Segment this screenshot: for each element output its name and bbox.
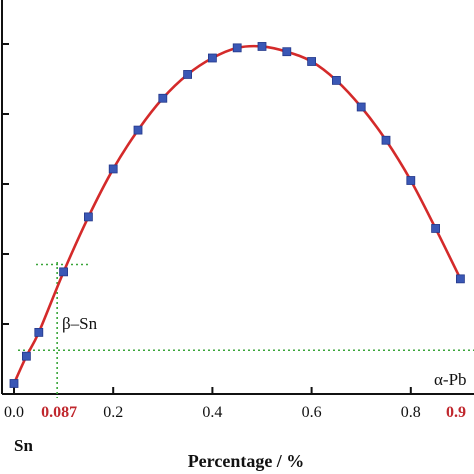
x-tick-label-4: 0.8: [401, 404, 421, 421]
data-point-8: [183, 70, 193, 79]
x-ticks: 0.0 0.2 0.4 0.6 0.8: [4, 387, 421, 421]
y-ticks: [2, 43, 9, 325]
data-point-19: [455, 274, 465, 284]
x-tick-label-0: 0.0: [4, 404, 24, 421]
guide-lines: [18, 262, 474, 398]
data-point-10: [232, 43, 242, 53]
data-point-6: [133, 125, 143, 135]
data-point-14: [331, 76, 341, 85]
x-tick-label-1: 0.2: [103, 404, 123, 421]
data-point-0: [9, 379, 19, 388]
x-tick-label-2: 0.4: [202, 404, 222, 421]
data-point-18: [431, 224, 441, 233]
data-point-9: [207, 53, 217, 63]
data-point-4: [84, 212, 93, 222]
data-point-13: [307, 57, 317, 66]
data-point-2: [34, 327, 44, 337]
data-point-15: [356, 102, 366, 112]
data-point-16: [381, 135, 391, 145]
x-axis-label: Percentage / %: [188, 451, 305, 471]
left-value-label: 0.087: [41, 404, 77, 421]
x-tick-label-3: 0.6: [302, 404, 322, 421]
axes: [1, 0, 474, 395]
left-phase-label: β–Sn: [62, 314, 98, 333]
markers-group: [9, 42, 465, 388]
data-point-17: [406, 176, 416, 185]
data-point-5: [108, 164, 118, 174]
right-phase-label: α-Pb: [434, 370, 467, 389]
data-point-1: [21, 351, 31, 361]
data-point-3: [59, 267, 68, 277]
left-element-label: Sn: [14, 436, 33, 455]
data-point-11: [257, 42, 267, 51]
data-point-12: [282, 47, 292, 57]
data-point-7: [158, 93, 168, 103]
right-value-label: 0.9: [446, 404, 466, 421]
